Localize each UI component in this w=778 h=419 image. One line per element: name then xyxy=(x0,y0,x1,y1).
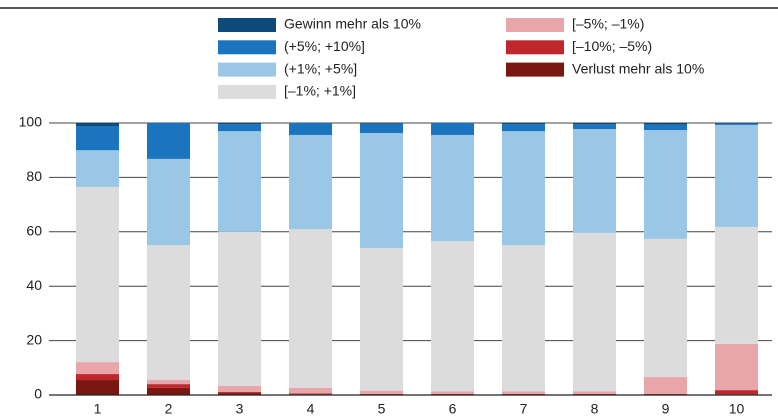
legend-label: [–1%; +1%] xyxy=(284,83,356,99)
legend-label: (+5%; +10%] xyxy=(284,38,365,54)
bar-segment xyxy=(573,124,616,129)
x-tick-label: 4 xyxy=(307,401,315,417)
bar-segment xyxy=(360,393,403,395)
x-tick-label: 9 xyxy=(662,401,670,417)
bar-segment xyxy=(147,123,190,159)
bar-segment xyxy=(147,158,190,246)
bar-segment xyxy=(715,123,758,125)
bar-segment xyxy=(502,123,545,125)
bar-segment xyxy=(573,391,616,394)
bar-segment xyxy=(360,123,403,124)
bar-segment xyxy=(644,123,687,125)
bar-segment xyxy=(644,393,687,395)
bar-segment xyxy=(147,384,190,388)
bar-segment xyxy=(218,392,261,394)
bar-segment xyxy=(289,229,332,388)
bar-segment xyxy=(360,123,403,134)
bar-segment xyxy=(431,393,474,395)
bar-segment xyxy=(502,124,545,132)
x-tick-label: 1 xyxy=(94,401,102,417)
bar-segment xyxy=(715,390,758,395)
bar-segment xyxy=(573,393,616,395)
legend-label: (+1%; +5%] xyxy=(284,60,357,76)
bar-segment xyxy=(573,128,616,233)
y-tick-label: 40 xyxy=(26,277,42,293)
bar-segment xyxy=(715,124,758,227)
bar-segment xyxy=(289,134,332,230)
legend-swatch xyxy=(506,62,564,77)
bar-segment xyxy=(715,123,758,124)
bar-segment xyxy=(715,226,758,344)
legend-swatch xyxy=(506,18,564,32)
bar-segment xyxy=(76,123,119,126)
bar-segment xyxy=(573,123,616,125)
bar-segment xyxy=(431,241,474,392)
bar-segment xyxy=(431,123,474,135)
bar-segment xyxy=(502,131,545,246)
legend-label: Verlust mehr als 10% xyxy=(572,60,704,76)
bar-segment xyxy=(76,374,119,381)
x-tick-label: 6 xyxy=(449,401,457,417)
x-tick-label: 5 xyxy=(378,401,386,417)
bar-segment xyxy=(289,387,332,394)
bar-segment xyxy=(715,343,758,391)
bar-segment xyxy=(76,362,119,375)
legend-label: [–5%; –1%) xyxy=(572,16,644,32)
bar-segment xyxy=(502,393,545,395)
bar-segment xyxy=(360,248,403,391)
bar-segment xyxy=(360,390,403,394)
bar-segment xyxy=(147,380,190,385)
x-tick-label: 8 xyxy=(591,401,599,417)
bar-segment xyxy=(218,123,261,125)
bar-segment xyxy=(76,150,119,187)
y-tick-label: 80 xyxy=(26,168,42,184)
bar-segment xyxy=(218,124,261,132)
x-tick-label: 7 xyxy=(520,401,528,417)
bar-segment xyxy=(76,380,119,395)
legend-swatch xyxy=(218,84,276,99)
y-tick-label: 100 xyxy=(19,114,43,130)
bar-segment xyxy=(644,130,687,239)
bar-segment xyxy=(147,387,190,395)
legend-swatch xyxy=(506,40,564,55)
bar-segment xyxy=(76,186,119,363)
bar-segment xyxy=(431,134,474,242)
bar-segment xyxy=(502,245,545,392)
bar-segment xyxy=(218,386,261,393)
x-tick-label: 2 xyxy=(165,401,173,417)
legend-swatch xyxy=(218,62,276,77)
bar-segment xyxy=(218,131,261,232)
legend-label: Gewinn mehr als 10% xyxy=(284,16,421,32)
legend-swatch xyxy=(218,40,276,55)
bar-segment xyxy=(644,124,687,131)
legend-swatch xyxy=(218,18,276,32)
bar-segment xyxy=(289,123,332,135)
y-tick-label: 20 xyxy=(26,331,42,347)
bar-segment xyxy=(502,391,545,394)
bar-segment xyxy=(218,393,261,395)
bar-segment xyxy=(573,232,616,392)
y-tick-label: 60 xyxy=(26,223,42,239)
bar-segment xyxy=(289,393,332,395)
legend-label: [–10%; –5%) xyxy=(572,38,652,54)
bar-segment xyxy=(360,133,403,249)
bar-segment xyxy=(644,377,687,394)
bar-segment xyxy=(431,391,474,394)
bar-segment xyxy=(76,125,119,151)
bar-segment xyxy=(218,231,261,387)
bar-segment xyxy=(644,238,687,378)
x-tick-label: 3 xyxy=(236,401,244,417)
y-tick-label: 0 xyxy=(34,386,42,402)
x-tick-label: 10 xyxy=(729,401,745,417)
bar-segment xyxy=(147,245,190,381)
